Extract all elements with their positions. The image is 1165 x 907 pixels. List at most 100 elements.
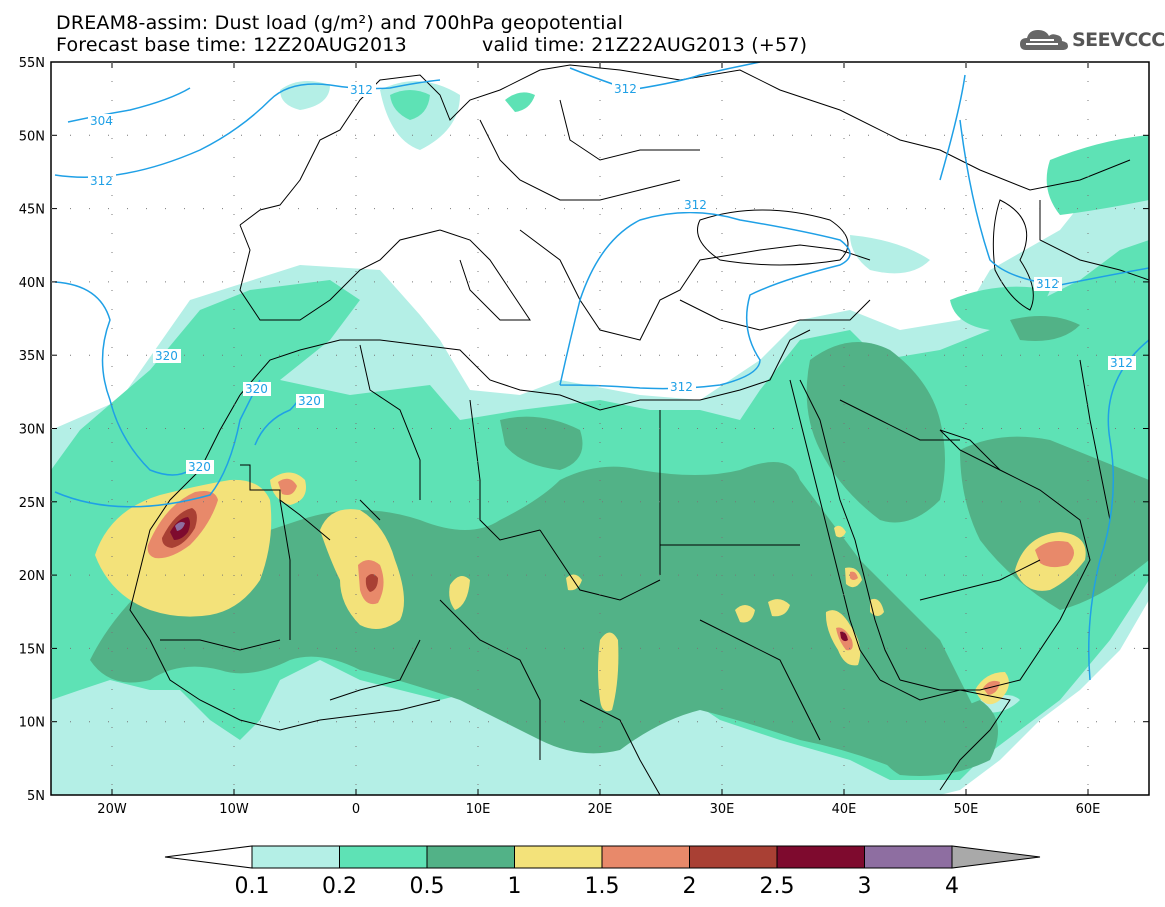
forecast-base-time: Forecast base time: 12Z20AUG2013 — [56, 34, 407, 56]
svg-text:320: 320 — [245, 382, 268, 396]
svg-text:312: 312 — [614, 82, 637, 96]
lat-label: 50N — [19, 129, 45, 144]
dust-field-0.2 — [1046, 135, 1149, 215]
svg-text:320: 320 — [188, 460, 211, 474]
dust-field-1.5 — [278, 478, 297, 495]
contour-312 — [939, 74, 1149, 286]
lon-label: 60E — [1076, 802, 1101, 817]
contour-312 — [559, 211, 851, 390]
border — [329, 639, 421, 701]
svg-text:312: 312 — [350, 83, 373, 97]
lon-label: 0 — [352, 802, 360, 817]
contour-label: 320 — [153, 349, 181, 363]
dust-field-2.5 — [840, 631, 848, 642]
border — [919, 559, 1041, 601]
svg-text:312: 312 — [1110, 356, 1133, 370]
lon-label: 10W — [219, 802, 249, 817]
contour-label: 312 — [1108, 356, 1136, 370]
dust-field-0.5 — [1010, 316, 1080, 341]
contour-label: 320 — [296, 394, 324, 408]
lat-label: 25N — [19, 496, 45, 511]
dust-field-0.5 — [830, 413, 870, 463]
dust-field-1.5 — [1035, 541, 1074, 568]
lat-label: 10N — [19, 716, 45, 731]
dust-field-1.5 — [983, 680, 1000, 695]
lat-label: 15N — [19, 642, 45, 657]
contour-label: 320 — [243, 382, 271, 396]
lat-label: 20N — [19, 569, 45, 584]
geopotential-contours — [54, 62, 1149, 681]
coastline-west-africa — [129, 394, 441, 731]
coastline-europe — [239, 64, 1131, 226]
dust-field-1 — [768, 599, 790, 617]
border — [579, 699, 661, 795]
dust-field-0.1 — [850, 235, 930, 274]
contour-312 — [1088, 339, 1149, 681]
lon-label: 30E — [710, 802, 735, 817]
dust-field-1 — [449, 576, 470, 610]
dust-field-0.2 — [950, 286, 1050, 330]
border — [439, 599, 541, 760]
dust-field-1.5 — [850, 571, 858, 580]
seevccc-logo: SEEVCCC — [1018, 26, 1165, 56]
border — [1079, 359, 1111, 521]
svg-text:312: 312 — [90, 174, 113, 188]
svg-text:320: 320 — [155, 349, 178, 363]
coastline-gulf — [939, 429, 1001, 471]
coastline-iberia — [239, 224, 441, 321]
svg-text:304: 304 — [90, 114, 113, 128]
svg-text:312: 312 — [684, 198, 707, 212]
border — [479, 119, 681, 201]
border — [359, 344, 421, 500]
contour-label: 320 — [186, 460, 214, 474]
map-title: DREAM8-assim: Dust load (g/m²) and 700hP… — [56, 12, 624, 34]
lon-label: 10E — [466, 802, 491, 817]
lat-label: 45N — [19, 203, 45, 218]
lon-label: 20E — [588, 802, 613, 817]
border — [559, 99, 700, 161]
svg-text:320: 320 — [298, 394, 321, 408]
dust-field-2 — [365, 574, 378, 592]
coastline-arabia — [899, 429, 1091, 691]
contour-label: 312 — [612, 82, 640, 96]
valid-time: valid time: 21Z22AUG2013 (+57) — [482, 34, 808, 56]
dust-field-1 — [870, 598, 884, 616]
border — [839, 399, 960, 441]
dust-field-0.5 — [500, 416, 583, 470]
cloud-icon — [1020, 30, 1068, 50]
contour-320 — [54, 281, 191, 476]
svg-text:312: 312 — [1036, 277, 1059, 291]
coastline-red-sea-east — [799, 379, 901, 681]
dust-field-0.2 — [390, 90, 430, 120]
coastline-black-sea — [697, 209, 849, 266]
coastlines — [129, 64, 1149, 795]
dust-fields — [51, 81, 1149, 795]
contour-label: 312 — [668, 380, 696, 394]
dust-field-0.2 — [505, 92, 535, 112]
coastline-balkans — [519, 229, 871, 341]
contour-labels: 304 312 312 312 312 312 312 312 320 320 … — [88, 82, 1136, 474]
contour-label: 312 — [88, 174, 116, 188]
dust-field-0.5 — [879, 700, 998, 776]
coastline-caspian — [992, 199, 1034, 311]
border — [240, 464, 331, 541]
dust-field-0.5 — [806, 342, 945, 523]
coastline-italy — [439, 229, 531, 321]
latitude-axis: 55N 50N 45N 40N 35N 30N 25N 20N 15N 10N 5N — [19, 56, 1149, 804]
dust-field-1 — [598, 632, 619, 712]
dust-field-0.5 — [90, 462, 980, 770]
lat-label: 5N — [27, 789, 45, 804]
border — [539, 529, 661, 601]
dust-field-3 — [175, 522, 185, 531]
lat-label: 30N — [19, 423, 45, 438]
coastline-north-africa — [239, 329, 811, 411]
coastline-turkey — [679, 299, 871, 331]
dust-field-1 — [834, 525, 846, 538]
contour-label: 312 — [682, 198, 710, 212]
lon-label: 20W — [97, 802, 127, 817]
forecast-times: Forecast base time: 12Z20AUG2013 valid t… — [56, 36, 807, 93]
border — [469, 399, 541, 541]
border — [359, 499, 381, 521]
contour-label: 312 — [348, 83, 376, 97]
